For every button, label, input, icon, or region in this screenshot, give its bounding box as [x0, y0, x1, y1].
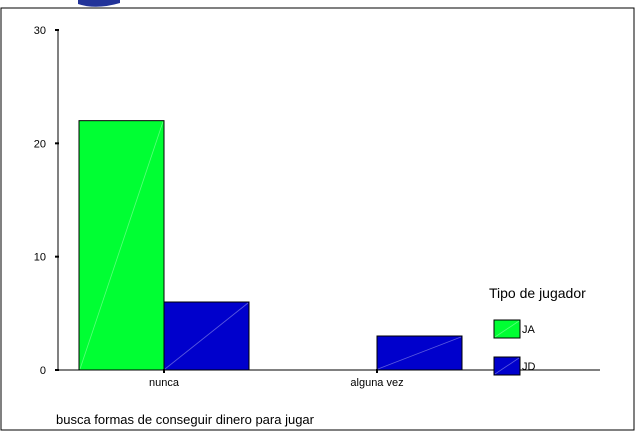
- legend-swatch-hatch: [494, 357, 520, 375]
- y-tick-label: 10: [34, 252, 46, 264]
- bar-jd-0: [163, 301, 250, 371]
- x-axis-title: busca formas de conseguir dinero para ju…: [56, 412, 315, 427]
- bar-jd-1: [376, 335, 463, 371]
- logo-fragment: [78, 0, 120, 7]
- legend-label-ja: JA: [522, 324, 536, 336]
- legend-title: Tipo de jugador: [489, 285, 586, 301]
- bar-hatch: [377, 336, 462, 370]
- plot-area: 0 10 20 30 nunca alguna vez: [34, 25, 600, 389]
- x-tick-label: nunca: [149, 377, 180, 389]
- legend-swatch-hatch: [494, 320, 520, 338]
- legend-label-jd: JD: [522, 361, 536, 373]
- bar-hatch: [164, 302, 249, 370]
- y-tick-label: 20: [34, 138, 46, 150]
- legend-swatch-ja: [493, 319, 521, 339]
- y-tick-label: 0: [40, 365, 46, 377]
- bar-ja-0: [78, 120, 165, 371]
- bar-hatch: [79, 121, 164, 370]
- y-tick-label: 30: [34, 25, 46, 37]
- legend-swatch-jd: [493, 356, 521, 376]
- legend: Tipo de jugador JA JD: [489, 285, 586, 376]
- x-tick-label: alguna vez: [350, 377, 403, 389]
